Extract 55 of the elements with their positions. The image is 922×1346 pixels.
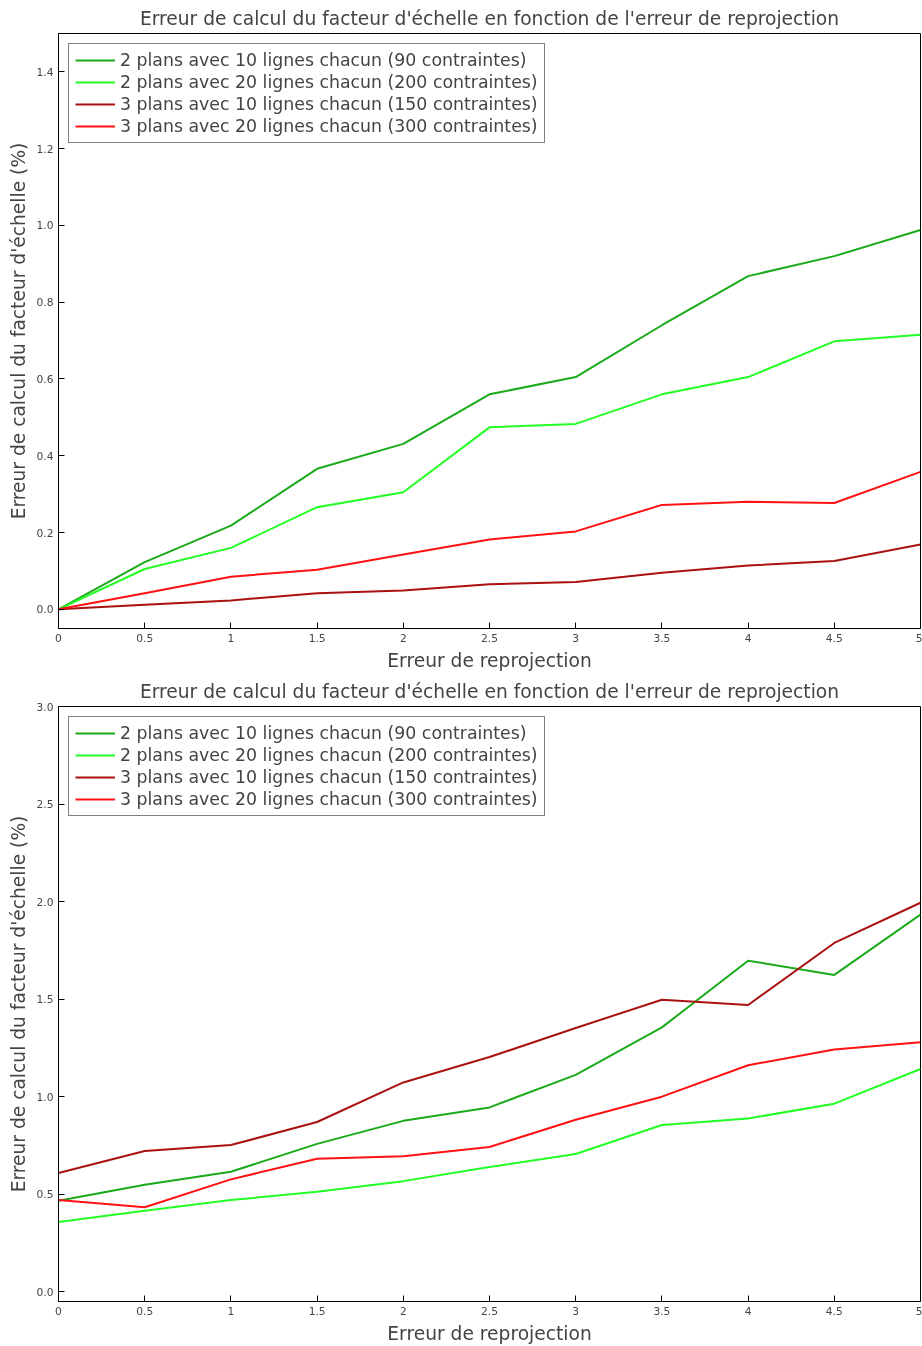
y-tick-label: 2.0: [36, 895, 54, 909]
x-axis-title: Erreur de reprojection: [387, 649, 592, 671]
x-tick-label: 1: [227, 631, 235, 645]
x-tick-label: 2: [399, 631, 407, 645]
y-tick-label: 1.0: [36, 1090, 54, 1104]
y-tick-label: 0.6: [36, 372, 54, 386]
x-tick-label: 3.5: [653, 631, 671, 645]
x-tick-label: 5: [915, 1304, 922, 1318]
x-tick-label: 4: [744, 1304, 752, 1318]
y-tick-label: 1.4: [36, 65, 54, 79]
y-tick-label: 3.0: [36, 700, 54, 714]
x-tick-label: 2.5: [481, 1304, 498, 1318]
y-tick-label: 1.0: [36, 219, 54, 233]
x-tick-label: 4.5: [825, 1304, 843, 1318]
y-tick-label: 0.2: [36, 526, 54, 540]
x-tick-label: 0: [55, 631, 63, 645]
legend-label: 3 plans avec 10 lignes chacun (150 contraintes): [120, 767, 538, 787]
y-axis-title: Erreur de calcul du facteur d'échelle (%): [7, 815, 29, 1193]
line-series: [58, 1067, 921, 1223]
y-tick-label: 0.5: [36, 1188, 54, 1202]
legend-label: 2 plans avec 10 lignes chacun (90 contraintes): [120, 723, 527, 743]
x-tick-label: 5: [915, 631, 922, 645]
legend-label: 2 plans avec 10 lignes chacun (90 contraintes): [120, 50, 527, 70]
y-tick-label: 0.8: [36, 296, 54, 310]
y-tick-label: 0.0: [36, 603, 54, 617]
x-tick-label: 1.5: [308, 1304, 326, 1318]
legend-label: 3 plans avec 20 lignes chacun (300 contraintes): [120, 789, 538, 809]
x-tick-label: 4.5: [825, 631, 843, 645]
x-tick-label: 1: [227, 1304, 235, 1318]
chart-title: Erreur de calcul du facteur d'échelle en fonction de l'erreur de reprojection: [139, 7, 840, 29]
x-tick-label: 3.5: [653, 1304, 671, 1318]
x-axis-title: Erreur de reprojection: [387, 1322, 592, 1344]
x-tick-label: 1.5: [308, 631, 326, 645]
legend-label: 2 plans avec 20 lignes chacun (200 contraintes): [120, 72, 538, 92]
line-series: [58, 470, 921, 611]
line-series: [58, 333, 921, 611]
y-axis-title: Erreur de calcul du facteur d'échelle (%): [7, 142, 29, 520]
x-tick-label: 0: [55, 1304, 63, 1318]
chart-title: Erreur de calcul du facteur d'échelle en fonction de l'erreur de reprojection: [139, 680, 840, 702]
legend-label: 3 plans avec 20 lignes chacun (300 contraintes): [120, 116, 538, 136]
y-tick-label: 2.5: [36, 798, 54, 812]
x-tick-label: 4: [744, 631, 752, 645]
line-series: [58, 1041, 921, 1209]
legend-label: 2 plans avec 20 lignes chacun (200 contraintes): [120, 745, 538, 765]
x-tick-label: 2: [399, 1304, 407, 1318]
x-tick-label: 2.5: [481, 631, 498, 645]
x-tick-label: 3: [572, 1304, 580, 1318]
y-tick-label: 1.5: [36, 993, 54, 1007]
x-tick-label: 0.5: [136, 631, 154, 645]
x-tick-label: 3: [572, 631, 580, 645]
x-tick-label: 0.5: [136, 1304, 154, 1318]
y-tick-label: 0.4: [36, 449, 54, 463]
legend-label: 3 plans avec 10 lignes chacun (150 contraintes): [120, 94, 538, 114]
y-tick-label: 0.0: [36, 1285, 54, 1299]
y-tick-label: 1.2: [36, 142, 54, 156]
